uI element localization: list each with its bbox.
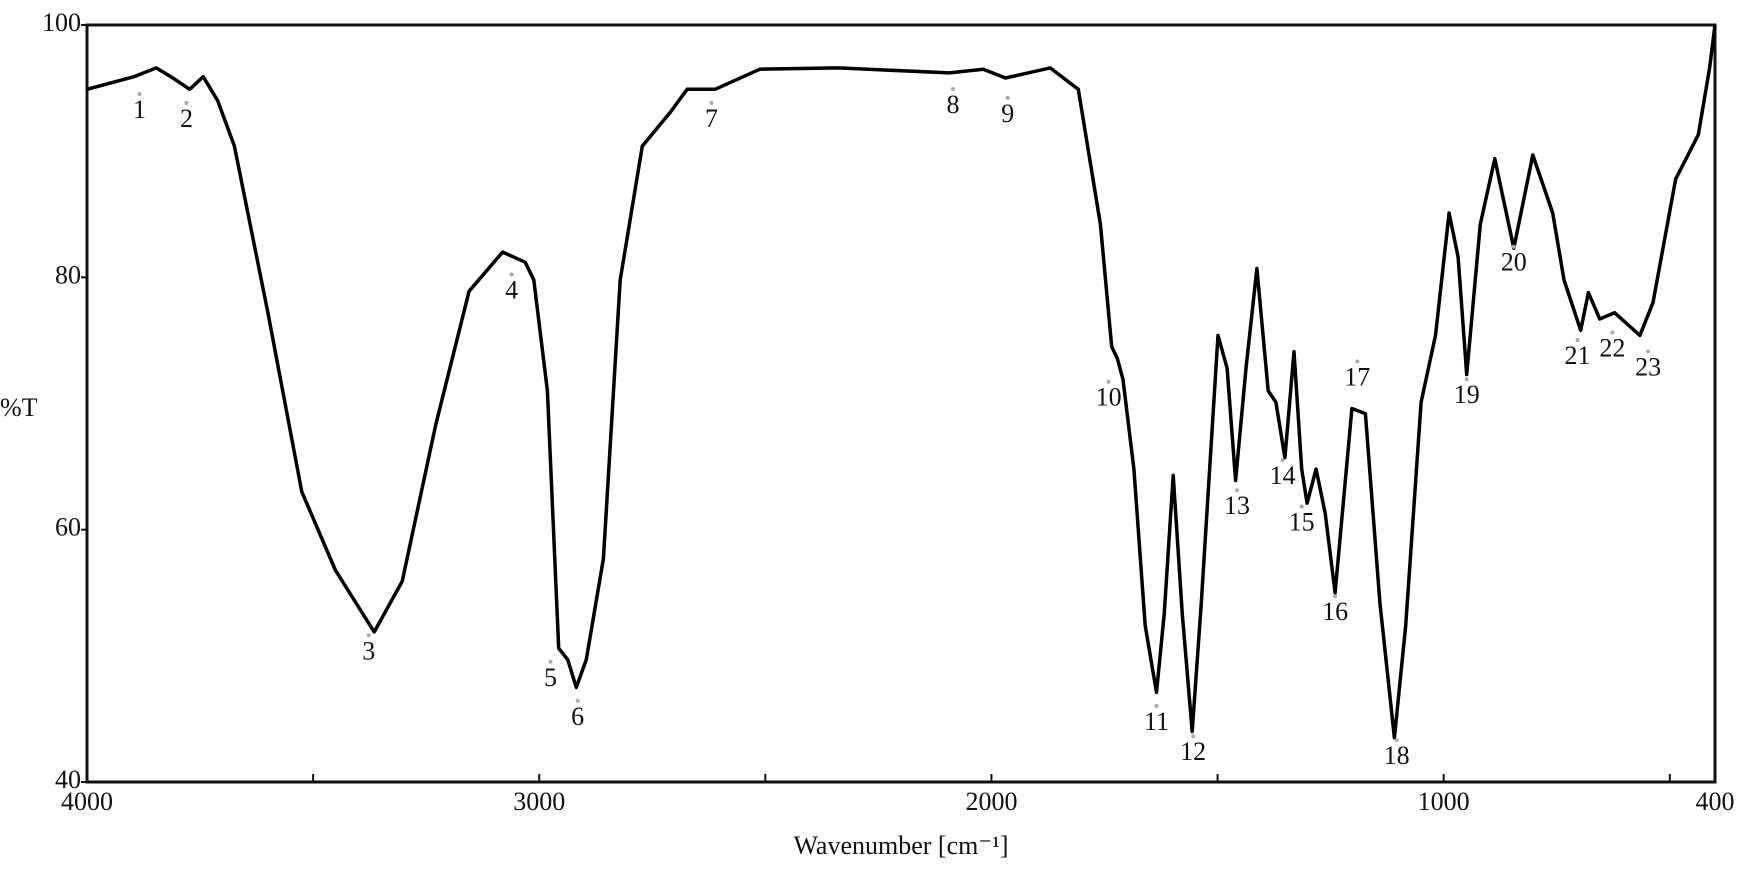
peak-label: 9 (1001, 99, 1014, 128)
peak-label: 7 (705, 104, 718, 133)
peak-marker (1106, 379, 1111, 384)
peak-label: 19 (1454, 380, 1480, 409)
peak-marker (1299, 504, 1304, 509)
peak-marker (1280, 457, 1285, 462)
peak-marker (1610, 330, 1615, 335)
peak-marker (137, 92, 142, 97)
y-axis-label: %T (0, 393, 38, 422)
peak-marker (1394, 738, 1399, 743)
peak-label: 15 (1289, 508, 1315, 537)
peak-marker (509, 272, 514, 277)
plot-frame (85, 23, 1717, 784)
peak-marker (1005, 95, 1010, 100)
x-tick-label: 4000 (61, 787, 113, 816)
peak-marker (184, 100, 189, 105)
y-tick-label: 100 (42, 8, 81, 37)
peak-marker (709, 100, 714, 105)
peak-label: 10 (1096, 383, 1122, 412)
peak-label: 1 (133, 95, 146, 124)
x-tick-label: 2000 (965, 787, 1017, 816)
peak-marker (1191, 734, 1196, 739)
x-tick-label: 400 (1696, 787, 1735, 816)
x-axis-label: Wavenumber [cm⁻¹] (793, 831, 1008, 860)
peak-marker (1575, 338, 1580, 343)
peak-marker (1464, 377, 1469, 382)
peak-label: 5 (544, 663, 557, 692)
peak-marker (1511, 244, 1516, 249)
peak-label: 14 (1270, 461, 1296, 490)
peak-label: 20 (1501, 248, 1527, 277)
x-tick-label: 1000 (1418, 787, 1470, 816)
peak-label: 3 (362, 636, 375, 665)
y-tick-label: 80 (55, 260, 81, 289)
peak-label: 12 (1180, 737, 1206, 766)
peak-marker (1646, 349, 1651, 354)
peak-label: 23 (1635, 352, 1661, 381)
peak-label: 13 (1224, 491, 1250, 520)
peak-label: 21 (1565, 341, 1591, 370)
peak-marker (1235, 488, 1240, 493)
y-tick-label: 40 (55, 765, 81, 794)
peak-marker (1154, 703, 1159, 708)
peak-marker (951, 87, 956, 92)
peak-label: 11 (1144, 707, 1169, 736)
peak-marker (1355, 359, 1360, 364)
peak-label: 6 (571, 702, 584, 731)
peak-label: 2 (180, 104, 193, 133)
peak-label: 18 (1384, 741, 1410, 770)
peak-marker (548, 659, 553, 664)
x-tick-label: 3000 (513, 787, 565, 816)
peak-label: 8 (947, 90, 960, 119)
peak-label: 16 (1322, 597, 1348, 626)
peak-marker (366, 633, 371, 638)
peak-marker (1333, 594, 1338, 599)
peak-label: 22 (1599, 333, 1625, 362)
peak-label: 17 (1344, 362, 1370, 391)
spectrum-line (86, 24, 1717, 740)
y-tick-label: 60 (55, 513, 81, 542)
peak-label: 4 (505, 275, 518, 304)
peak-marker (575, 698, 580, 703)
